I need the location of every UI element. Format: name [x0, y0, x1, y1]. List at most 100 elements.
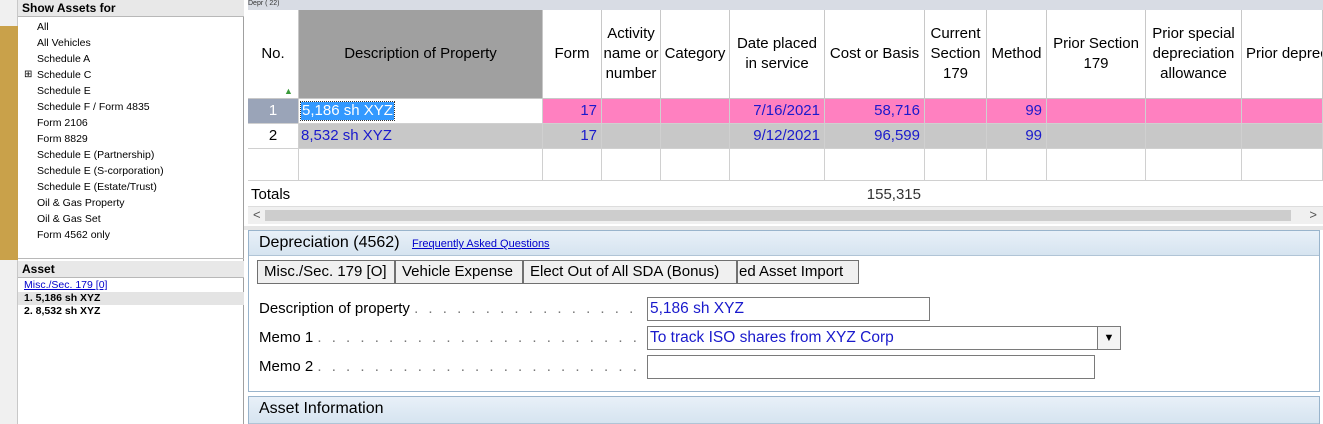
header-no[interactable]: No.	[248, 10, 299, 99]
empty-cell[interactable]	[987, 149, 1047, 181]
method-cell[interactable]: 99	[987, 124, 1047, 149]
table-row[interactable]: 2 8,532 sh XYZ 17 9/12/2021 96,599 99	[248, 124, 1323, 149]
empty-cell[interactable]	[1047, 149, 1146, 181]
tree-item-form-2106[interactable]: Form 2106	[37, 117, 88, 129]
tree-item-all-vehicles[interactable]: All Vehicles	[37, 37, 91, 49]
empty-cell[interactable]	[1146, 149, 1242, 181]
tree-item-oil-gas-property[interactable]: Oil & Gas Property	[37, 197, 125, 209]
tab-asset-import[interactable]: ed Asset Import	[737, 260, 859, 284]
header-date-placed-label: Date placed in service	[736, 35, 818, 72]
memo1-value: To track ISO shares from XYZ Corp	[650, 329, 894, 346]
panel-divider	[18, 258, 244, 259]
category-cell[interactable]	[661, 124, 730, 149]
activity-cell[interactable]	[602, 124, 661, 149]
asset-list-item-2[interactable]: 2. 8,532 sh XYZ	[24, 305, 101, 317]
header-prior-special[interactable]: Prior special depreciation allowance	[1146, 10, 1242, 99]
header-current-sec179[interactable]: Current Section 179	[925, 10, 987, 99]
tab-elect-out-sda[interactable]: Elect Out of All SDA (Bonus)	[523, 260, 737, 284]
form-cell[interactable]: 17	[543, 99, 602, 124]
method-cell[interactable]: 99	[987, 99, 1047, 124]
scroll-left-icon[interactable]: <	[253, 207, 261, 222]
table-row[interactable]: 1 5,186 sh XYZ 17 7/16/2021 58,716 99	[248, 99, 1323, 124]
leader-dots: . . . . . . . . . . . . . . . . . . . . …	[414, 300, 639, 317]
tree-item-form-8829[interactable]: Form 8829	[37, 133, 88, 145]
faq-link[interactable]: Frequently Asked Questions	[411, 238, 550, 250]
prior179-cell[interactable]	[1047, 124, 1146, 149]
header-prior-sec179[interactable]: Prior Section 179	[1047, 10, 1146, 99]
tree-item-schedule-e-s-corp[interactable]: Schedule E (S-corporation)	[37, 165, 164, 177]
activity-cell[interactable]	[602, 99, 661, 124]
row-number: 2	[248, 124, 299, 149]
asset-information-panel: Asset Information	[248, 396, 1320, 424]
cost-cell[interactable]: 96,599	[825, 124, 925, 149]
empty-cell[interactable]	[825, 149, 925, 181]
empty-cell[interactable]	[1242, 149, 1323, 181]
scrollbar-thumb[interactable]	[265, 210, 1291, 221]
tree-item-oil-gas-set[interactable]: Oil & Gas Set	[37, 213, 101, 225]
cost-cell[interactable]: 58,716	[825, 99, 925, 124]
tree-item-form-4562-only[interactable]: Form 4562 only	[37, 229, 110, 241]
empty-cell[interactable]	[602, 149, 661, 181]
chevron-down-icon[interactable]: ▼	[1097, 327, 1120, 349]
header-category[interactable]: Category	[661, 10, 730, 99]
totals-row: Totals 155,315	[248, 182, 1323, 206]
depreciation-header: Depreciation (4562) Frequently Asked Que…	[249, 231, 1319, 256]
tree-item-schedule-e-partnership[interactable]: Schedule E (Partnership)	[37, 149, 155, 161]
tab-misc-sec179[interactable]: Misc./Sec. 179 [O]	[257, 260, 395, 284]
date-cell[interactable]: 7/16/2021	[730, 99, 825, 124]
empty-cell[interactable]	[661, 149, 730, 181]
header-form[interactable]: Form	[543, 10, 602, 99]
header-activity[interactable]: Activity name or number	[602, 10, 661, 99]
expand-icon[interactable]: ⊞	[24, 69, 33, 80]
header-activity-label: Activity name or number	[603, 25, 659, 82]
splitter[interactable]	[244, 226, 1323, 230]
horizontal-scrollbar[interactable]: < >	[248, 206, 1323, 224]
category-cell[interactable]	[661, 99, 730, 124]
description-of-property-label: Description of property . . . . . . . . …	[259, 297, 639, 321]
grid-tag: Depr ( 22)	[248, 0, 280, 7]
memo2-input[interactable]	[647, 355, 1095, 379]
empty-cell[interactable]	[299, 149, 543, 181]
empty-cell[interactable]	[925, 149, 987, 181]
prior179-cell[interactable]	[1047, 99, 1146, 124]
description-cell[interactable]: 8,532 sh XYZ	[299, 124, 543, 149]
depreciation-title: Depreciation (4562)	[259, 234, 400, 251]
memo1-combobox[interactable]: To track ISO shares from XYZ Corp ▼	[647, 326, 1121, 350]
scroll-right-icon[interactable]: >	[1309, 207, 1317, 222]
prior-depr-cell[interactable]	[1242, 124, 1323, 149]
tree-item-schedule-e[interactable]: Schedule E	[37, 85, 91, 97]
prior-depr-cell[interactable]	[1242, 99, 1323, 124]
prior-special-cell[interactable]	[1146, 124, 1242, 149]
header-no-label: No.	[261, 45, 285, 62]
totals-cost: 155,315	[866, 186, 921, 203]
tree-item-schedule-f[interactable]: Schedule F / Form 4835	[37, 101, 150, 113]
sec179-cell[interactable]	[925, 124, 987, 149]
header-prior-depreciation[interactable]: Prior depreciation or amortization	[1242, 10, 1323, 99]
header-description[interactable]: Description of Property	[299, 10, 543, 99]
header-prior-sec179-label: Prior Section 179	[1053, 35, 1139, 72]
empty-cell[interactable]	[730, 149, 825, 181]
empty-row[interactable]	[248, 149, 1323, 181]
header-method[interactable]: Method	[987, 10, 1047, 99]
leader-dots: . . . . . . . . . . . . . . . . . . . . …	[317, 358, 639, 375]
form-cell[interactable]: 17	[543, 124, 602, 149]
asset-list-item-1[interactable]: 1. 5,186 sh XYZ	[18, 292, 244, 305]
header-date-placed[interactable]: Date placed in service	[730, 10, 825, 99]
tree-item-all[interactable]: All	[37, 21, 49, 33]
asset-misc-sec179-link[interactable]: Misc./Sec. 179 [0]	[24, 279, 108, 291]
sort-ascending-icon: ▲	[284, 86, 293, 96]
tree-item-schedule-a[interactable]: Schedule A	[37, 53, 91, 65]
tree-item-schedule-c[interactable]: Schedule C	[37, 69, 92, 81]
header-cost-basis[interactable]: Cost or Basis	[825, 10, 925, 99]
description-of-property-input[interactable]: 5,186 sh XYZ	[647, 297, 930, 321]
prior-special-cell[interactable]	[1146, 99, 1242, 124]
description-cell[interactable]: 5,186 sh XYZ	[299, 99, 543, 124]
header-prior-depreciation-label: Prior depreciation or amortization	[1246, 45, 1322, 62]
sec179-cell[interactable]	[925, 99, 987, 124]
date-cell[interactable]: 9/12/2021	[730, 124, 825, 149]
tree-item-schedule-e-estate[interactable]: Schedule E (Estate/Trust)	[37, 181, 157, 193]
empty-cell[interactable]	[248, 149, 299, 181]
header-form-label: Form	[554, 45, 590, 62]
tab-vehicle-expense[interactable]: Vehicle Expense	[395, 260, 523, 284]
empty-cell[interactable]	[543, 149, 602, 181]
